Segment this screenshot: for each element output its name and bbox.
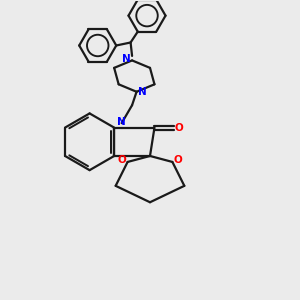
Text: N: N (138, 87, 146, 98)
Text: N: N (117, 117, 126, 127)
Text: O: O (175, 123, 184, 133)
Text: O: O (118, 155, 127, 166)
Text: O: O (173, 155, 182, 166)
Text: N: N (122, 54, 131, 64)
